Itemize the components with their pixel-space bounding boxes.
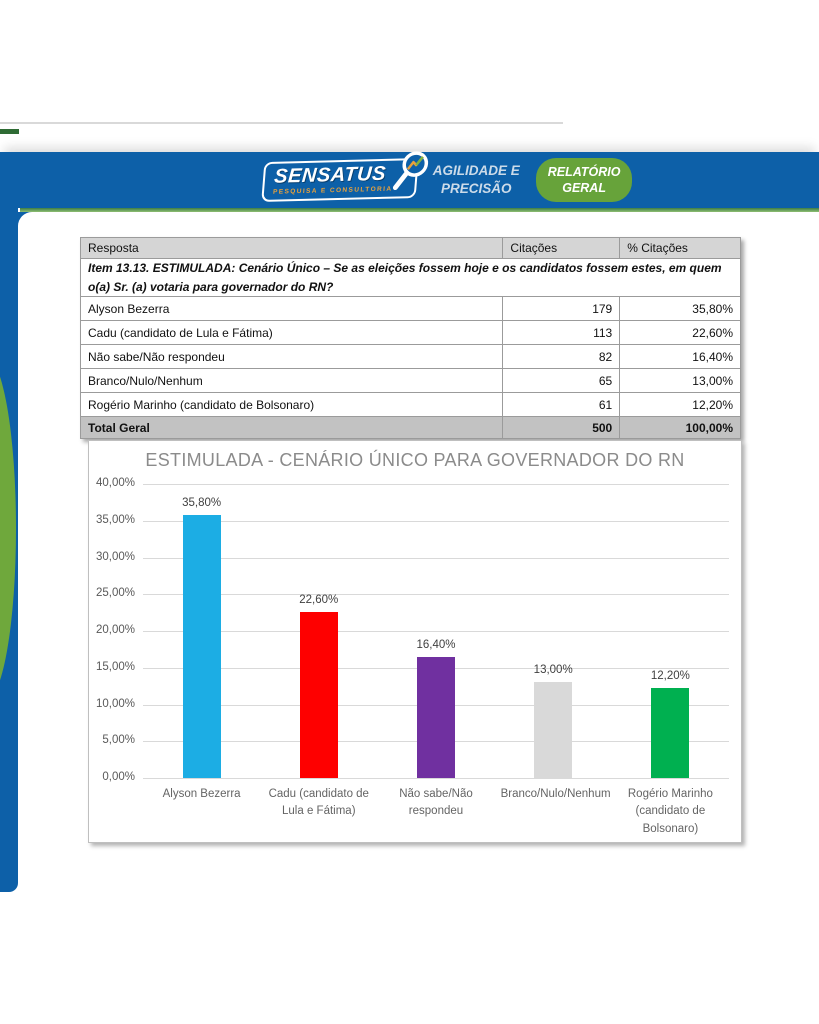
response-cell: Cadu (candidato de Lula e Fátima): [79, 320, 504, 346]
badge-line-1: RELATÓRIO: [547, 164, 621, 179]
tagline: AGILIDADE E PRECISÃO: [433, 162, 520, 197]
header-green-border: [20, 208, 819, 212]
chart-bar: [651, 688, 690, 778]
green-dash-accent: [0, 129, 19, 134]
chart-plot: 35,80% 22,60% 16,40% 13,00% 12,20%: [143, 484, 729, 779]
percent-cell: 16,40%: [619, 344, 741, 370]
bar-value-label: 13,00%: [533, 664, 573, 677]
gridline: [143, 520, 729, 522]
y-axis-tick-label: 35,00%: [95, 513, 135, 526]
corner-mask: [18, 212, 32, 226]
header-content: SENSATUS PESQUISA E CONSULTORIA AGILIDAD…: [38, 151, 819, 208]
gridline: [143, 484, 729, 485]
percent-cell: 13,00%: [619, 368, 741, 394]
results-table: Item 13.13. ESTIMULADA: Cenário Único – …: [79, 237, 741, 440]
response-cell: Alyson Bezerra: [79, 296, 504, 322]
y-axis-tick-label: 15,00%: [95, 660, 135, 673]
citations-cell: 179: [502, 296, 621, 322]
percent-cell: 35,80%: [619, 296, 741, 322]
table-row: Branco/Nulo/Nenhum 65 13,00%: [79, 368, 741, 394]
y-axis-tick-label: 5,00%: [102, 734, 135, 747]
y-axis-tick-label: 30,00%: [95, 550, 135, 563]
x-axis-category-label: Cadu (candidato de Lula e Fátima): [268, 788, 369, 818]
header-band: SENSATUS PESQUISA E CONSULTORIA AGILIDAD…: [0, 151, 819, 208]
chart-bar: [299, 611, 338, 778]
bar-value-label: 35,80%: [182, 496, 222, 509]
y-axis-tick-label: 40,00%: [95, 477, 135, 489]
y-axis-tick-label: 0,00%: [102, 771, 135, 783]
x-axis-category-label: Rogério Marinho (candidato de Bolsonaro): [627, 788, 713, 835]
bar-value-label: 12,20%: [650, 670, 690, 683]
top-rule-line: [0, 122, 563, 124]
table-row: Rogério Marinho (candidato de Bolsonaro)…: [79, 392, 741, 418]
citations-cell: 61: [502, 392, 621, 418]
tagline-line-2: PRECISÃO: [440, 181, 512, 196]
chart-bar: [534, 682, 573, 778]
gridline: [143, 778, 729, 779]
chart-title: ESTIMULADA - CENÁRIO ÚNICO PARA GOVERNAD…: [145, 450, 685, 470]
x-axis-category-label: Alyson Bezerra: [162, 788, 241, 800]
report-badge: RELATÓRIO GERAL: [535, 157, 633, 203]
y-axis-tick-label: 25,00%: [95, 587, 135, 600]
citations-cell: 82: [502, 344, 621, 370]
total-citations: 500: [502, 416, 621, 440]
y-axis-tick-label: 10,00%: [95, 697, 135, 710]
citations-cell: 113: [502, 320, 621, 346]
brand-name: SENSATUS: [272, 162, 387, 188]
header-row: Resposta Citações % Citações: [79, 237, 741, 259]
x-axis-category-label: Branco/Nulo/Nenhum: [500, 788, 611, 800]
response-cell: Branco/Nulo/Nenhum: [79, 368, 504, 394]
gridline: [143, 631, 729, 632]
total-row: Total Geral 500 100,00%: [79, 416, 741, 440]
green-blob-accent: [0, 356, 16, 701]
percent-cell: 12,20%: [619, 392, 741, 418]
gridline: [143, 594, 729, 596]
x-axis-category-label: Não sabe/Não respondeu: [399, 788, 473, 818]
y-axis-tick-label: 20,00%: [95, 624, 135, 636]
chart-yaxis: 40,00% 35,00% 30,00% 25,00% 20,00% 15,00% 10,0…: [89, 477, 135, 783]
gridline: [143, 557, 729, 559]
sensatus-logo: SENSATUS PESQUISA E CONSULTORIA: [260, 151, 428, 203]
citations-cell: 65: [502, 368, 621, 394]
response-cell: Rogério Marinho (candidato de Bolsonaro): [79, 392, 504, 418]
bar-value-label: 16,40%: [416, 639, 456, 652]
total-label: Total Geral: [79, 416, 504, 440]
column-header-pct-citacoes: % Citações: [619, 237, 741, 259]
column-header-citacoes: Citações: [502, 237, 621, 259]
chart-bar: [417, 657, 455, 778]
column-header-resposta: Resposta: [79, 237, 504, 259]
results-table-body: Alyson Bezerra 179 35,80% Cadu (candidato d…: [79, 296, 741, 418]
left-accent-band: [0, 208, 18, 892]
chart-bar: [182, 514, 221, 778]
question-row: Item 13.13. ESTIMULADA: Cenário Único – …: [80, 257, 741, 298]
total-percent: 100,00%: [619, 416, 741, 440]
bar-value-label: 22,60%: [299, 593, 339, 606]
table-question: Item 13.13. ESTIMULADA: Cenário Único – …: [80, 257, 741, 298]
table-row: Não sabe/Não respondeu 82 16,40%: [79, 344, 741, 370]
tagline-line-1: AGILIDADE E: [432, 163, 520, 179]
magnifier-chart-icon: [387, 149, 433, 201]
chart-box: ESTIMULADA - CENÁRIO ÚNICO PARA GOVERNAD…: [88, 440, 742, 843]
badge-line-2: GERAL: [562, 181, 606, 195]
response-cell: Não sabe/Não respondeu: [79, 344, 504, 370]
table-row: Cadu (candidato de Lula e Fátima) 113 22,6…: [79, 320, 741, 346]
table-row: Alyson Bezerra 179 35,80%: [79, 296, 741, 322]
percent-cell: 22,60%: [619, 320, 741, 346]
